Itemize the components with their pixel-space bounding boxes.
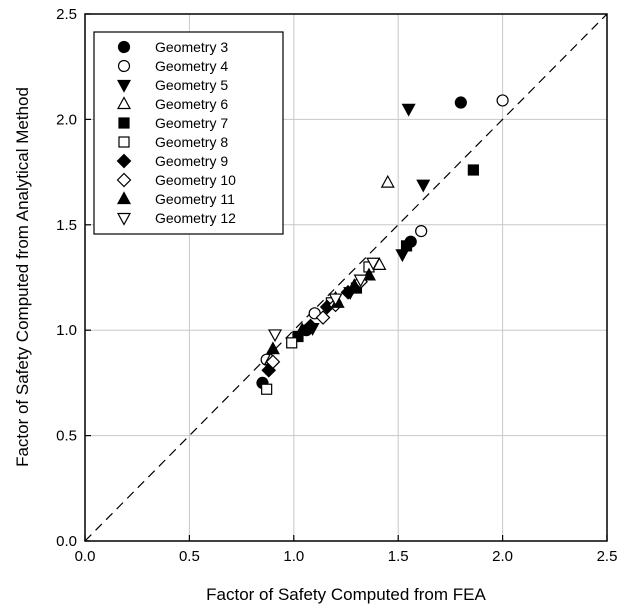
plot-frame <box>84 13 608 542</box>
legend-marker <box>116 153 132 169</box>
legend-label: Geometry 5 <box>155 77 228 93</box>
legend-label: Geometry 10 <box>155 172 236 188</box>
data-point <box>400 240 413 252</box>
data-point <box>295 322 310 336</box>
x-tick-label: 0.5 <box>179 548 200 565</box>
data-point <box>467 164 479 176</box>
x-tick-label: 1.5 <box>388 548 409 565</box>
y-tick-label: 0.5 <box>56 428 77 445</box>
legend-marker <box>116 191 132 205</box>
legend-label: Geometry 12 <box>155 210 236 226</box>
legend-label: Geometry 7 <box>155 115 228 131</box>
legend-label: Geometry 6 <box>155 96 228 112</box>
legend-marker <box>116 96 132 110</box>
x-tick-label: 1.0 <box>283 548 304 565</box>
y-tick-label: 2.0 <box>56 111 77 128</box>
legend-marker <box>116 79 132 93</box>
y-axis-title: Factor of Safety Computed from Analytica… <box>13 87 32 467</box>
data-point <box>328 293 343 307</box>
data-point <box>315 310 331 325</box>
legend-marker <box>117 59 131 73</box>
data-point <box>265 341 280 355</box>
data-point <box>347 278 362 292</box>
x-tick-label: 2.0 <box>492 548 513 565</box>
data-point <box>286 337 298 349</box>
legend-marker <box>118 117 130 129</box>
y-tick-label: 0.0 <box>56 533 77 550</box>
y-tick-label: 1.5 <box>56 217 77 234</box>
x-tick-label: 0.0 <box>75 548 96 565</box>
data-point <box>380 174 395 188</box>
reference-line <box>84 13 608 542</box>
data-point <box>416 179 431 193</box>
legend-label: Geometry 4 <box>155 58 228 74</box>
legend-label: Geometry 11 <box>155 191 235 207</box>
data-point <box>415 225 428 238</box>
legend-label: Geometry 9 <box>155 153 228 169</box>
data-point <box>496 94 509 107</box>
x-axis-ticks: 0.0 0.5 1.0 1.5 2.0 2.5 <box>75 535 618 565</box>
data-point <box>267 329 283 343</box>
legend-marker <box>116 212 132 226</box>
legend-label: Geometry 8 <box>155 134 228 150</box>
x-tick-label: 2.5 <box>597 548 618 565</box>
data-point <box>353 274 368 288</box>
data-point <box>366 257 381 271</box>
data-points <box>256 94 509 395</box>
legend-marker <box>116 172 132 188</box>
data-point <box>265 354 281 370</box>
x-axis-title: Factor of Safety Computed from FEA <box>206 585 486 604</box>
y-tick-label: 1.0 <box>56 322 77 339</box>
data-point <box>454 96 467 109</box>
data-point <box>261 383 273 395</box>
legend-marker <box>117 40 131 54</box>
y-tick-label: 2.5 <box>56 6 77 23</box>
legend-marker <box>118 136 130 148</box>
data-point <box>303 318 318 334</box>
data-point <box>401 103 416 117</box>
legend-label: Geometry 3 <box>155 39 228 55</box>
legend: Geometry 3 Geometry 4 Geometry 5 Geometry 6… <box>93 31 284 235</box>
y-axis-ticks: 0.0 0.5 1.0 1.5 2.0 2.5 <box>56 6 91 550</box>
